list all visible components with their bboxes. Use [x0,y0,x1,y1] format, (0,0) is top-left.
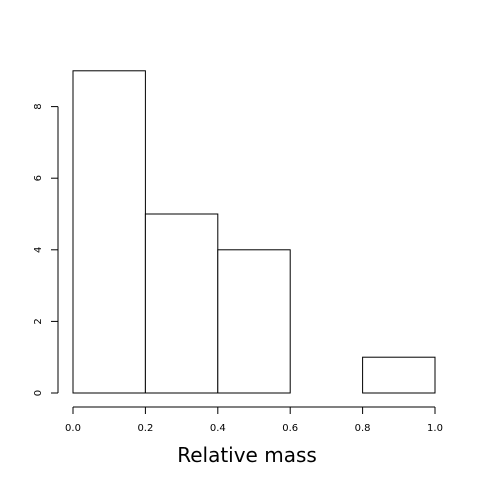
y-tick-label: 8 [33,103,44,109]
y-tick-label: 0 [33,390,44,396]
x-tick-label: 0.0 [65,423,81,434]
x-axis: 0.0 0.2 0.4 0.6 0.8 1.0 [65,406,443,434]
y-tick-label: 4 [33,247,44,253]
x-tick-label: 0.2 [137,423,153,434]
histogram-bar-2 [217,249,291,394]
x-tick-label: 0.4 [210,423,226,434]
y-tick-label: 6 [33,175,44,181]
x-tick-label: 0.8 [355,423,371,434]
histogram-bar-0 [72,70,146,394]
x-tick-label: 1.0 [427,423,443,434]
y-axis: 0 2 4 6 8 [33,103,59,396]
x-tick-label: 0.6 [282,423,298,434]
histogram-bar-1 [144,213,219,394]
bars-group [72,70,436,394]
x-axis-title: Relative mass [177,443,317,467]
y-tick-label: 2 [33,318,44,324]
histogram-bar-4 [362,356,436,394]
